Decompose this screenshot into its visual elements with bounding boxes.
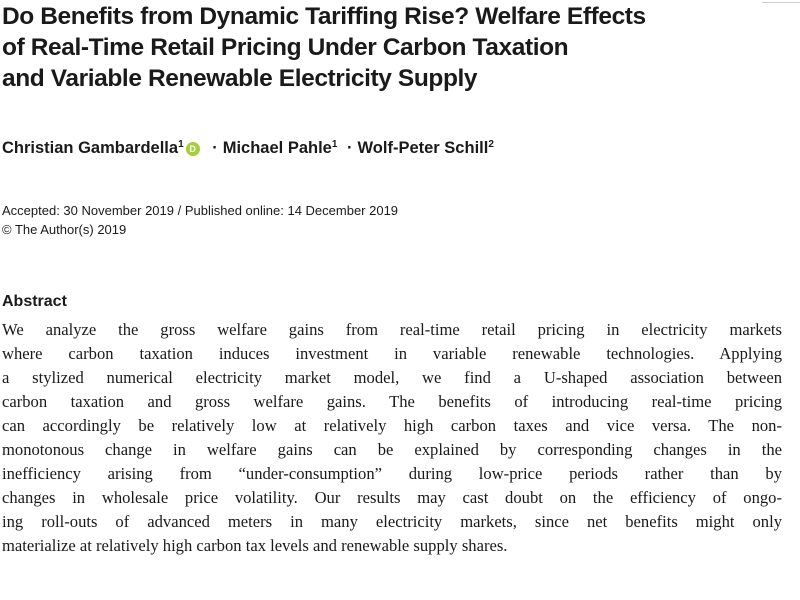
abstract-line: where carbon taxation induces investment… [2,344,782,363]
abstract-line: changes in wholesale price volatility. O… [2,488,782,507]
title-line: and Variable Renewable Electricity Suppl… [2,65,478,92]
author-affiliation: 1 [178,139,184,150]
abstract-text: We analyze the gross welfare gains from … [2,318,782,558]
page-corner-rule [762,0,800,3]
abstract-heading: Abstract [2,293,67,310]
title-line: of Real-Time Retail Pricing Under Carbon… [2,34,569,61]
abstract-line: materialize at relatively high carbon ta… [2,536,508,555]
author-name: Wolf-Peter Schill [357,139,489,157]
paper-title: Do Benefits from Dynamic Tariffing Rise?… [2,1,782,94]
abstract-line: a stylized numerical electricity market … [2,368,782,387]
author-affiliation: 2 [488,139,494,150]
author-list: Christian Gambardella1 D · Michael Pahle1 … [2,137,494,159]
copyright-notice: © The Author(s) 2019 [2,222,127,237]
author-name: Christian Gambardella [2,139,179,157]
author-name: Michael Pahle [222,139,332,157]
author-separator: · [212,139,218,157]
abstract-line: can accordingly be relatively low at rel… [2,416,782,435]
abstract-line: ing roll-outs of advanced meters in many… [2,512,782,531]
abstract-line: monotonous change in welfare gains can b… [2,440,782,459]
orcid-icon[interactable]: D [185,142,200,156]
abstract-line: carbon taxation and gross welfare gains.… [2,392,782,411]
title-line: Do Benefits from Dynamic Tariffing Rise?… [2,3,646,30]
abstract-line: We analyze the gross welfare gains from … [2,320,782,339]
accepted-published-date: Accepted: 30 November 2019 / Published o… [2,203,399,218]
author-affiliation: 1 [331,139,338,150]
abstract-line: inefficiency arising from “under-consump… [2,464,782,483]
publication-dates: Accepted: 30 November 2019 / Published o… [2,201,398,239]
author-separator: · [347,139,353,157]
